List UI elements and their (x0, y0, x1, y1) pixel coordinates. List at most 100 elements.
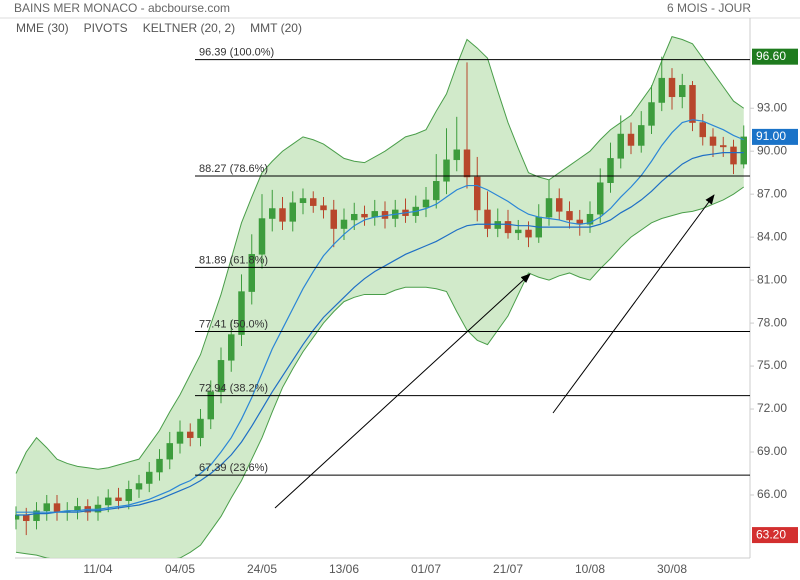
candle-body (115, 497, 122, 501)
candle-body (433, 181, 440, 201)
candle-body (299, 198, 307, 204)
x-tick-label: 13/06 (329, 562, 359, 576)
candle-body (607, 158, 614, 183)
price-label: 91.00 (756, 129, 786, 143)
candle-body (730, 146, 737, 165)
x-tick-label: 21/07 (493, 562, 523, 576)
candle-body (156, 458, 163, 473)
legend-item: PIVOTS (84, 21, 128, 35)
candle-body (474, 176, 481, 211)
candle-body (228, 334, 235, 361)
candle-body (269, 208, 276, 219)
pivot-label: 72.94 (38.2%) (199, 382, 268, 394)
y-tick-label: 78.00 (757, 315, 787, 329)
candle-body (351, 213, 358, 221)
candle-body (422, 199, 430, 208)
price-label-box (752, 128, 798, 145)
candle-body (515, 229, 522, 234)
candle-body (23, 514, 30, 522)
pivot-label: 67.39 (23.6%) (199, 462, 268, 474)
candle-body (258, 218, 266, 255)
legend-item: MME (30) (16, 21, 69, 35)
candle-body (361, 213, 368, 218)
price-label-box (752, 527, 798, 544)
candle-body (105, 497, 112, 506)
x-tick-label: 04/05 (165, 562, 195, 576)
candle-body (443, 159, 450, 182)
x-tick-label: 30/08 (657, 562, 687, 576)
candle-body (207, 391, 214, 420)
keltner-upper (15, 36, 745, 474)
moving-average (16, 152, 744, 516)
pivot-label: 77.41 (50.0%) (199, 318, 268, 330)
legend-item: MMT (20) (250, 21, 302, 35)
plot-area (15, 36, 747, 558)
candle-body (699, 122, 706, 138)
candle-body (709, 136, 717, 146)
x-tick-label: 24/05 (247, 562, 277, 576)
overlay-layer: 96.39 (100.0%) 88.27 (78.6%) 81.89 (61.8%)… (195, 47, 750, 476)
x-tick-label: 11/04 (83, 562, 112, 576)
candle-body (658, 77, 665, 103)
y-tick-label: 72.00 (757, 401, 787, 415)
y-tick-label: 81.00 (757, 272, 787, 286)
candle-body (289, 202, 296, 222)
y-tick-label: 66.00 (757, 487, 787, 501)
candle-body (310, 198, 317, 206)
candle-body (453, 149, 460, 161)
candle-body (320, 205, 327, 211)
candle-body (197, 418, 204, 438)
pivot-label: 96.39 (100.0%) (199, 47, 274, 59)
candle-body (720, 145, 727, 148)
y-tick-label: 87.00 (757, 186, 787, 200)
candle-body (53, 503, 61, 513)
candle-body (504, 221, 512, 234)
candle-body (340, 219, 348, 229)
candle-body (330, 209, 337, 229)
keltner-lower (15, 186, 745, 558)
moving-average (16, 119, 744, 513)
price-label-box (752, 48, 798, 65)
candle-body (597, 182, 604, 215)
candle-body (484, 209, 491, 229)
pivot-label: 88.27 (78.6%) (199, 163, 268, 175)
candle-body (689, 85, 696, 123)
y-tick-label: 93.00 (757, 100, 787, 114)
candle-body (627, 133, 635, 146)
candle-body (668, 77, 676, 98)
candle-body (617, 133, 624, 159)
trend-arrow (552, 194, 715, 414)
chart-title: BAINS MER MONACO - abcbourse.com (14, 1, 230, 15)
candle-body (43, 503, 50, 511)
candle-body (217, 360, 225, 393)
candle-body (566, 211, 573, 221)
pivot-label: 81.89 (61.8%) (199, 254, 268, 266)
x-tick-label: 10/08 (575, 562, 605, 576)
candle-body (679, 85, 686, 98)
y-tick-label: 69.00 (757, 444, 787, 458)
candle-body (125, 488, 132, 501)
candle-body (166, 443, 173, 460)
candle-body (279, 208, 286, 222)
candle-body (740, 136, 747, 165)
candle-body (494, 221, 501, 229)
candle-body (176, 431, 184, 444)
candle-body (556, 198, 563, 212)
x-tick-label: 01/07 (411, 562, 441, 576)
candle-body (525, 229, 532, 238)
candle-body (146, 471, 153, 484)
candle-body (648, 102, 655, 126)
candle-body (187, 431, 194, 438)
candle-body (33, 510, 40, 522)
candle-body (545, 198, 553, 218)
candle-body (463, 149, 471, 178)
price-label: 96.60 (756, 49, 786, 63)
candle-body (135, 483, 143, 490)
candle-body (638, 125, 645, 146)
candle-body (238, 291, 245, 335)
candle-body (586, 213, 594, 225)
price-label: 63.20 (756, 527, 786, 541)
candle-body (248, 254, 255, 292)
chart-subtitle: 6 MOIS - JOUR (667, 1, 751, 15)
